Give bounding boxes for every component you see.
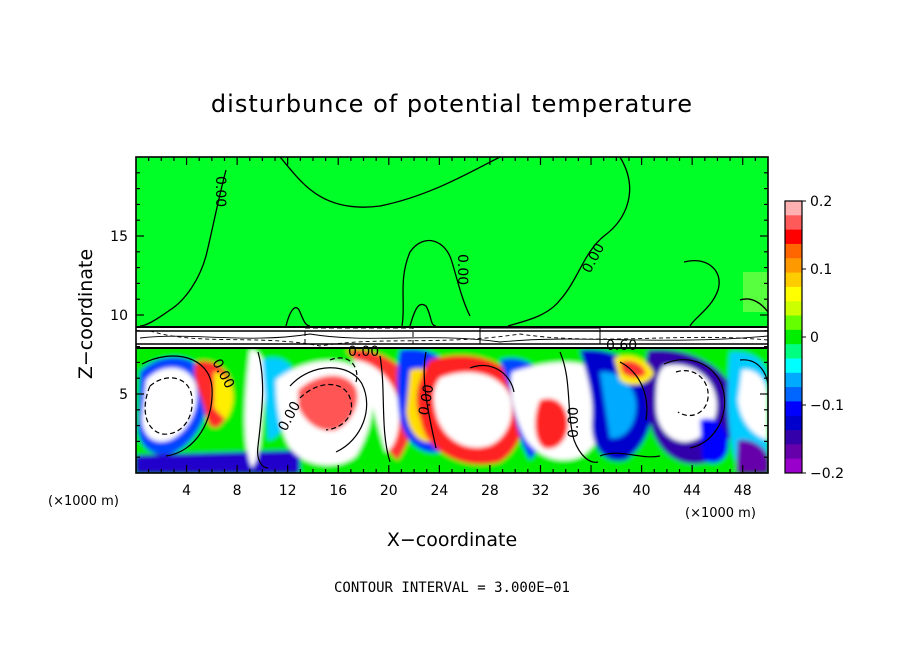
y-tick-label: 15 [110, 229, 128, 245]
contour-label: 0.00 [416, 383, 437, 416]
turbulent-layer [136, 345, 768, 473]
x-tick-label: 28 [481, 483, 499, 499]
y-axis: 5 10 15 [110, 172, 768, 458]
colorbar-tick-label: −0.1 [810, 398, 844, 414]
lower-contours [141, 351, 768, 469]
x-tick-label: 44 [683, 483, 701, 499]
colorbar-swatch [785, 358, 802, 374]
colorbar-swatch [785, 272, 802, 288]
colorbar-swatch [785, 401, 802, 417]
x-axis-title: X−coordinate [387, 529, 517, 551]
contour-label: 0.00 [348, 344, 379, 360]
colorbar-swatch [785, 286, 802, 302]
chart-title: disturbunce of potential temperature [211, 90, 693, 118]
contour-label: 0.00 [566, 407, 582, 438]
x-tick-label: 8 [233, 483, 242, 499]
contour-label: 0.60 [606, 338, 637, 354]
y-tick-label: 5 [119, 387, 128, 403]
x-tick-label: 36 [582, 483, 600, 499]
colorbar-tick-label: 0.2 [810, 194, 832, 210]
colorbar-tick-label: 0.1 [810, 262, 832, 278]
interface-band [136, 326, 768, 349]
x-tick-label: 48 [734, 483, 752, 499]
contour-lines [139, 157, 768, 327]
colorbar-swatch [785, 201, 802, 216]
colorbar-swatch [785, 315, 802, 331]
x-tick-label: 4 [182, 483, 191, 499]
plot-area: 0.00 0.00 0.00 0.00 0.00 0.00 0.00 0.00 … [136, 157, 768, 473]
colorbar-tick-label: 0 [810, 330, 819, 346]
x-tick-label: 40 [633, 483, 651, 499]
colorbar-swatch [785, 329, 802, 345]
y-tick-label: 10 [110, 308, 128, 324]
colorbar-swatch [785, 458, 802, 474]
colorbar-swatch [785, 430, 802, 445]
x-tick-label: 32 [532, 483, 550, 499]
colorbar-swatch [785, 215, 802, 231]
x-tick-label: 20 [380, 483, 398, 499]
contour-label: 0.00 [212, 176, 228, 207]
colorbar: 0.2 0.1 0 −0.1 −0.2 [784, 194, 844, 482]
x-tick-label: 12 [279, 483, 297, 499]
colorbar-swatch [785, 387, 802, 402]
colorbar-swatch [785, 344, 802, 359]
light-green-patch [743, 272, 768, 312]
contour-label: 0.00 [454, 254, 470, 285]
colorbar-tick-label: −0.2 [810, 466, 844, 482]
colorbar-swatch [785, 258, 802, 274]
colorbar-swatch [785, 229, 802, 245]
y-axis-title: Z−coordinate [75, 249, 97, 379]
x-tick-label: 24 [430, 483, 448, 499]
colorbar-swatch [785, 372, 802, 388]
contour-interval-note: CONTOUR INTERVAL = 3.000E−01 [334, 580, 570, 596]
x-tick-label: 16 [329, 483, 347, 499]
x-axis: 4 8 12 16 20 24 28 32 36 40 44 48 [148, 157, 756, 499]
colorbar-swatch [785, 243, 802, 259]
x-unit-label-left: (×1000 m) [48, 494, 119, 509]
colorbar-swatch [785, 444, 802, 460]
x-unit-label-right: (×1000 m) [685, 506, 756, 521]
colorbar-swatch [785, 301, 802, 317]
colorbar-swatch [785, 415, 802, 431]
